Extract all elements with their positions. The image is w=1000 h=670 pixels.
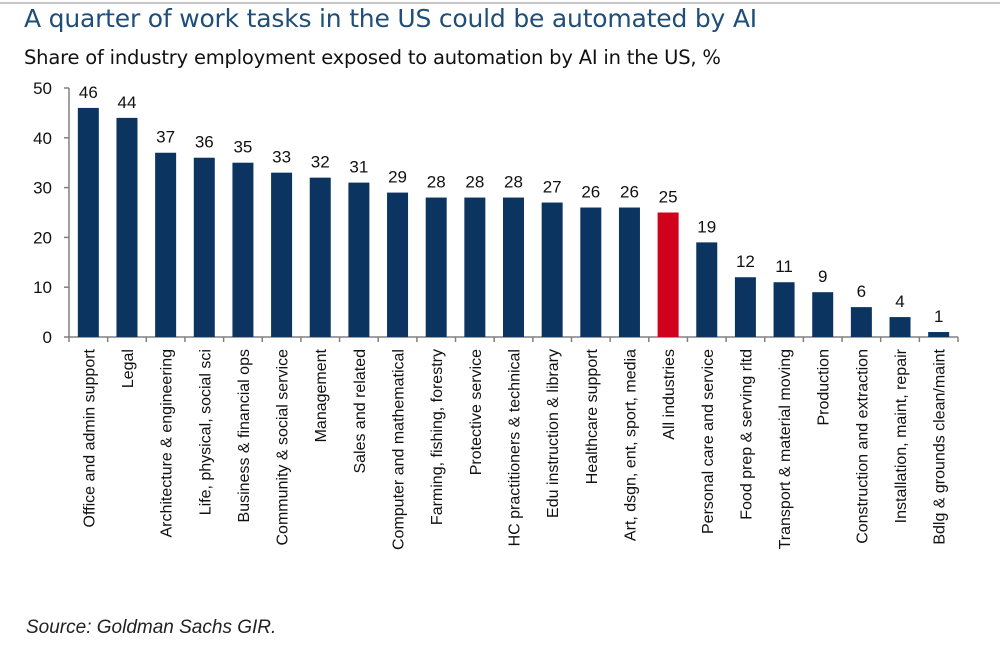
bar-1 — [116, 117, 138, 337]
data-label-22: 1 — [934, 307, 943, 326]
y-tick-label: 10 — [33, 278, 52, 297]
bar-6 — [309, 177, 331, 337]
bar-15 — [657, 212, 679, 337]
category-label-19: Production — [816, 349, 833, 426]
category-label-10: Protective service — [468, 349, 485, 475]
y-tick-label: 20 — [33, 228, 52, 247]
data-label-1: 44 — [118, 93, 137, 112]
category-label-12: Edu instruction & library — [545, 349, 562, 518]
y-axis: 0 10 20 30 40 50 — [33, 79, 70, 347]
bar-5 — [271, 172, 293, 337]
data-label-18: 11 — [775, 257, 793, 276]
bars — [77, 107, 950, 337]
category-label-18: Transport & material moving — [777, 349, 794, 549]
category-label-4: Business & financial ops — [236, 349, 253, 522]
x-axis — [68, 336, 959, 342]
bar-18 — [773, 282, 795, 337]
chart-title: A quarter of work tasks in the US could … — [24, 4, 757, 33]
bar-16 — [696, 242, 718, 337]
y-tick-label: 40 — [33, 129, 52, 148]
bar-17 — [734, 277, 756, 337]
y-tick-label: 30 — [33, 179, 52, 198]
data-label-21: 4 — [895, 292, 904, 311]
category-label-22: Bdlg & grounds clean/maint — [932, 348, 949, 544]
data-label-17: 12 — [736, 252, 755, 271]
data-label-6: 32 — [311, 153, 330, 172]
bar-9 — [425, 197, 447, 337]
category-label-3: Life, physical, social sci — [197, 349, 214, 515]
category-labels: Office and admin support Legal Architectur… — [81, 348, 948, 550]
y-tick-label: 0 — [43, 328, 52, 347]
bar-4 — [232, 162, 254, 337]
data-label-7: 31 — [349, 158, 368, 177]
category-label-7: Sales and related — [352, 349, 369, 474]
data-label-3: 36 — [195, 133, 214, 152]
category-label-13: Healthcare support — [584, 348, 601, 484]
bar-21 — [889, 317, 911, 337]
data-label-20: 6 — [857, 282, 866, 301]
bar-13 — [580, 207, 602, 337]
bar-10 — [464, 197, 486, 337]
data-label-4: 35 — [233, 138, 252, 157]
top-divider — [0, 2, 1000, 4]
category-label-14: Art, dsgn, ent, sport, media — [622, 349, 639, 541]
chart-subtitle: Share of industry employment exposed to … — [24, 46, 721, 69]
bar-14 — [618, 207, 640, 337]
bar-0 — [77, 107, 99, 337]
category-label-16: Personal care and service — [700, 349, 717, 534]
data-label-19: 9 — [818, 267, 827, 286]
bar-11 — [503, 197, 524, 337]
bar-3 — [193, 157, 215, 337]
value-labels: 46 44 37 36 35 33 32 31 29 28 28 28 27 26 26 25 19 12 11 9 6… — [79, 83, 944, 326]
bar-22 — [928, 332, 950, 337]
data-label-12: 27 — [543, 178, 562, 197]
source-note: Source: Goldman Sachs GIR. — [26, 617, 277, 638]
y-tick-label: 50 — [33, 79, 52, 98]
category-label-6: Management — [313, 348, 330, 442]
bar-12 — [541, 202, 563, 337]
data-label-8: 29 — [388, 168, 407, 187]
data-label-0: 46 — [79, 83, 98, 102]
category-label-8: Computer and mathematical — [391, 349, 408, 550]
category-label-11: HC practitioners & technical — [507, 349, 524, 546]
category-label-1: Legal — [120, 349, 137, 388]
data-label-15: 25 — [659, 188, 678, 207]
category-label-5: Community & social service — [275, 349, 292, 546]
category-label-21: Installation, maint, repair — [893, 348, 910, 523]
data-label-14: 26 — [620, 183, 639, 202]
data-label-10: 28 — [465, 173, 484, 192]
category-label-17: Food prep & serving rltd — [738, 349, 755, 520]
category-label-2: Architecture & engineering — [159, 349, 176, 538]
category-label-9: Farming, fishing, forestry — [429, 349, 446, 525]
data-label-11: 28 — [504, 173, 523, 192]
data-label-13: 26 — [581, 183, 600, 202]
bar-8 — [387, 192, 409, 337]
data-label-5: 33 — [272, 148, 291, 167]
category-label-20: Construction and extraction — [854, 349, 871, 544]
data-label-16: 19 — [697, 217, 716, 236]
bar-2 — [155, 152, 177, 337]
data-label-9: 28 — [427, 173, 446, 192]
data-label-2: 37 — [156, 128, 175, 147]
category-label-0: Office and admin support — [81, 348, 98, 527]
bar-7 — [348, 182, 370, 337]
category-label-15: All industries — [661, 349, 678, 440]
bar-19 — [812, 292, 834, 337]
bar-20 — [850, 307, 872, 337]
